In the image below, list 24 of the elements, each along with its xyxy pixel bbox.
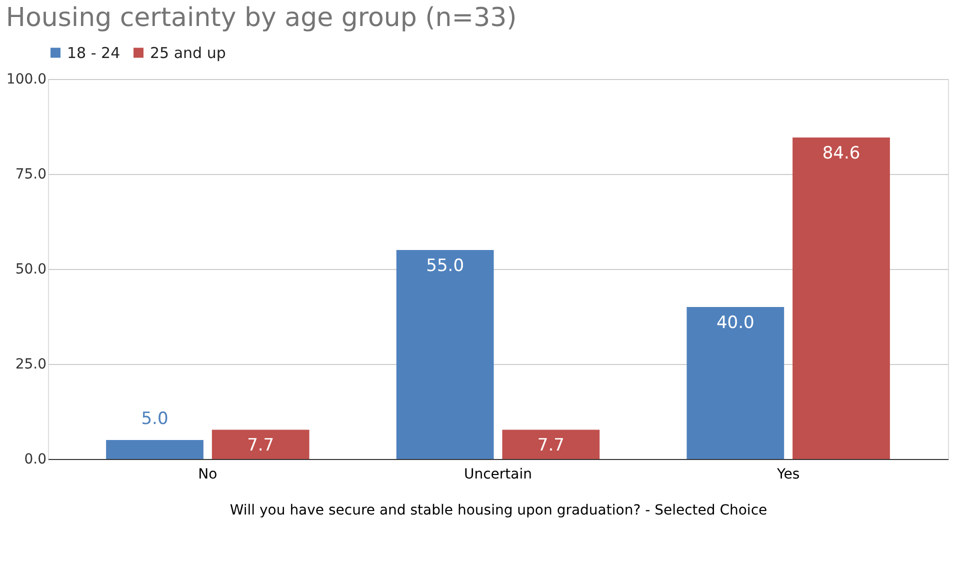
bar [396,250,494,459]
data-label: 7.7 [537,436,564,456]
x-tick-label: Uncertain [464,466,532,482]
y-tick-label: 50.0 [15,262,46,278]
bar [106,440,204,459]
bar [212,430,310,459]
y-tick-label: 0.0 [24,452,46,468]
data-label: 55.0 [426,256,464,276]
legend-label: 25 and up [150,44,226,62]
chart-title: Housing certainty by age group (n=33) [6,3,517,33]
y-tick-label: 75.0 [15,166,46,182]
bar [792,138,890,459]
y-tick-label: 25.0 [15,356,46,372]
x-tick-label: Yes [776,466,800,482]
bar [686,307,784,459]
y-tick-label: 100.0 [6,72,46,88]
x-axis-title: Will you have secure and stable housing upon graduation? - Selected Choice [230,502,768,518]
legend-label: 18 - 24 [67,44,120,62]
bar [502,430,600,459]
data-label: 40.0 [716,313,754,333]
data-label: 5.0 [141,409,168,429]
x-tick-label: No [198,466,218,482]
data-label: 7.7 [247,436,274,456]
data-label: 84.6 [822,144,860,164]
